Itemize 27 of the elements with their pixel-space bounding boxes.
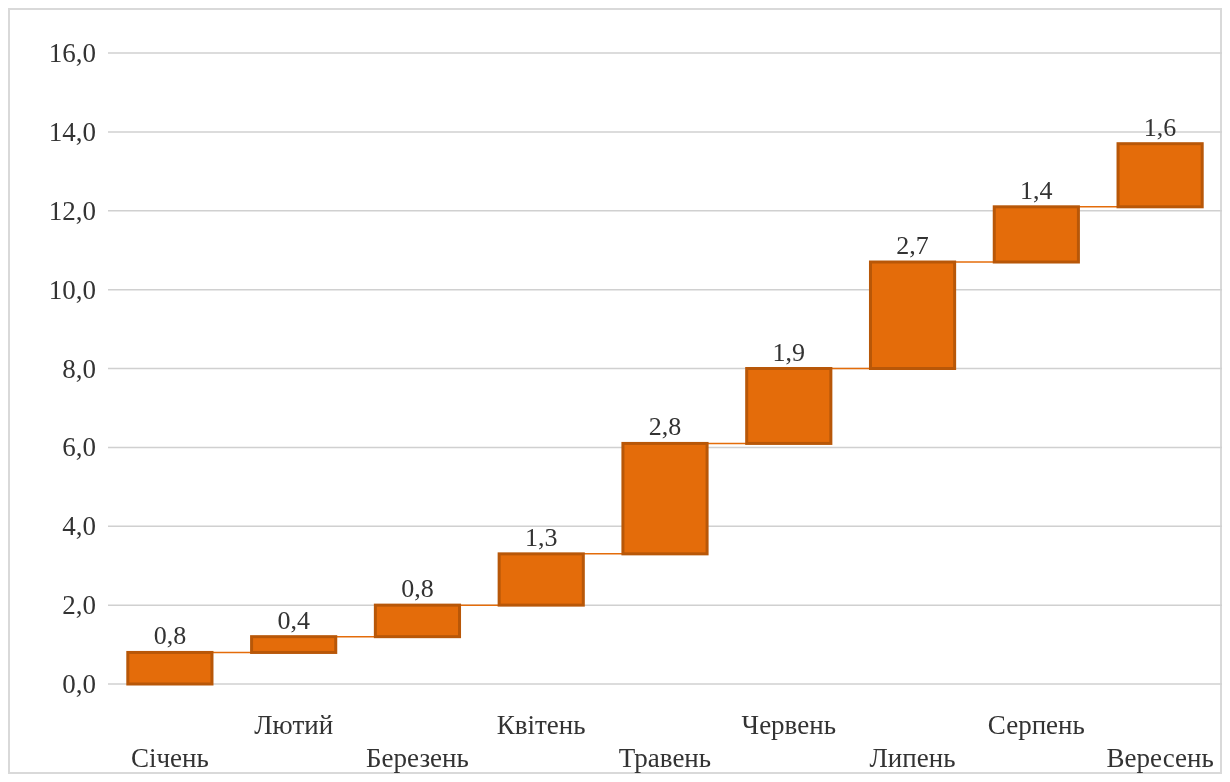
data-label: 2,8: [648, 412, 682, 442]
x-tick-label: Липень: [869, 743, 956, 773]
x-tick-label: Квітень: [496, 710, 586, 740]
data-label: 1,9: [772, 337, 806, 367]
y-tick-label: 6,0: [62, 432, 96, 463]
x-tick-label: Лютий: [254, 710, 334, 740]
y-tick-label: 4,0: [62, 511, 96, 542]
x-tick-label: Серпень: [987, 710, 1085, 740]
y-tick-label: 16,0: [48, 38, 96, 68]
y-tick-label: 10,0: [48, 274, 96, 305]
y-tick-label: 2,0: [62, 590, 96, 621]
x-tick-label: Січень: [130, 743, 209, 773]
data-label: 1,4: [1020, 175, 1053, 205]
y-tick-label: 0,0: [62, 669, 96, 699]
data-label: 0,8: [401, 574, 434, 604]
data-label: 2,7: [896, 231, 929, 261]
data-label: 1,3: [524, 522, 558, 552]
data-label: 0,8: [153, 621, 187, 651]
x-tick-label: Травень: [618, 743, 712, 773]
x-tick-label: Вересень: [1106, 743, 1214, 773]
y-tick-label: 14,0: [48, 116, 96, 147]
data-label: 1,6: [1143, 112, 1177, 142]
x-tick-label: Березень: [366, 743, 469, 773]
x-tick-label: Червень: [741, 710, 836, 740]
y-tick-label: 8,0: [62, 353, 96, 384]
data-label: 0,4: [277, 605, 310, 635]
y-tick-label: 12,0: [48, 195, 96, 226]
